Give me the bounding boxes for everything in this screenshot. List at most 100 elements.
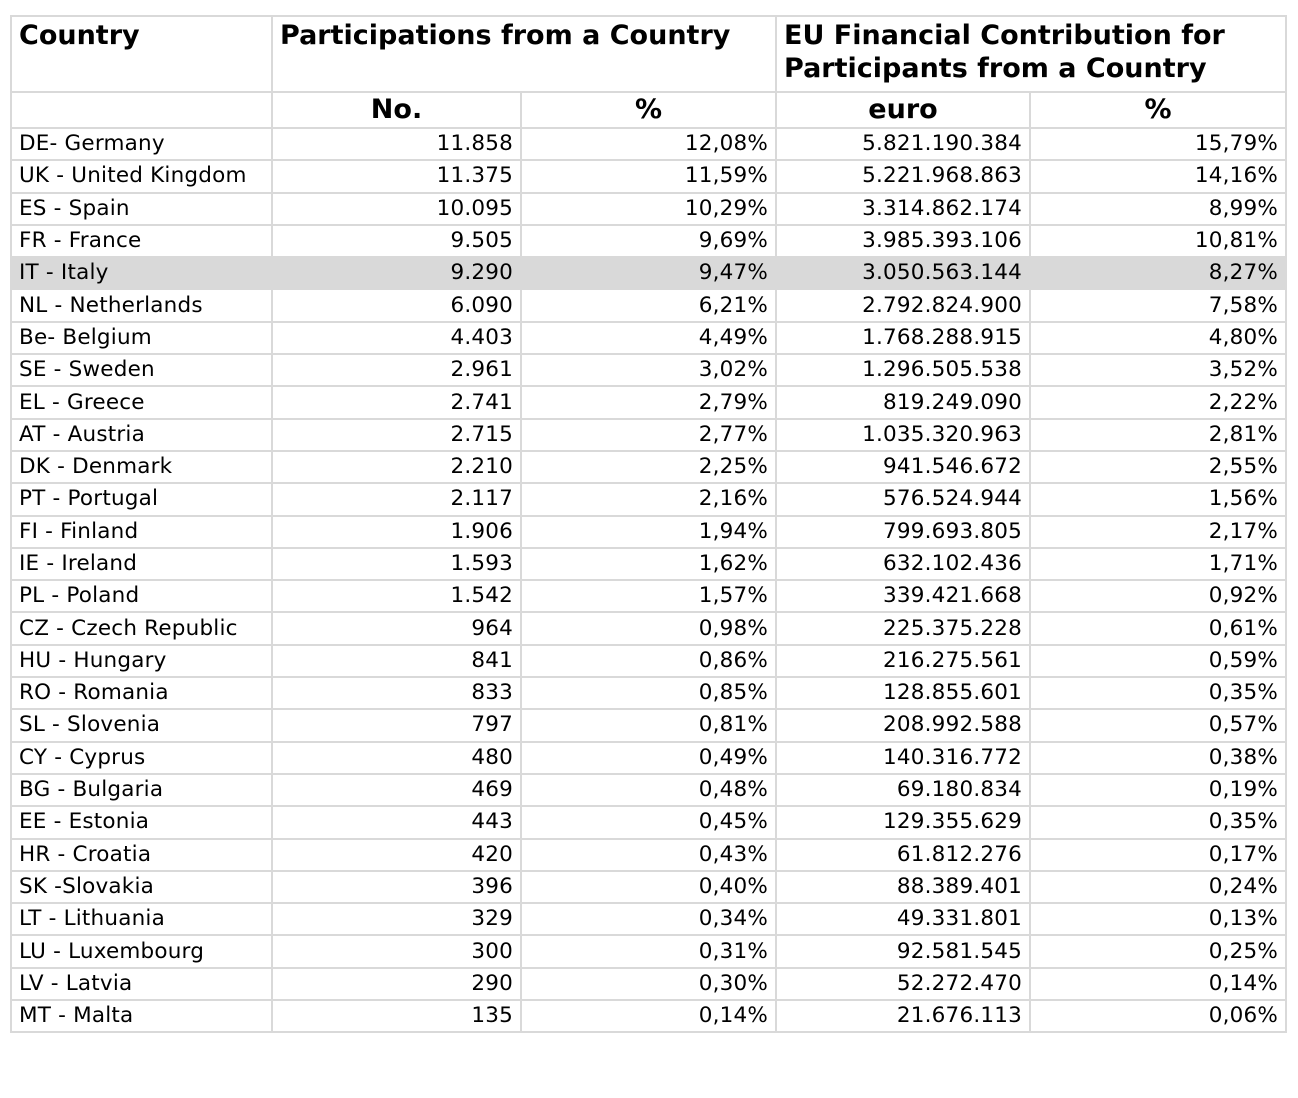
participations-pct-cell: 9,47% — [520, 256, 777, 291]
contribution-euro-cell: 61.812.276 — [775, 837, 1031, 872]
contribution-pct-cell: 0,17% — [1029, 837, 1287, 872]
contribution-euro-cell: 128.855.601 — [775, 676, 1031, 711]
participations-no-cell: 2.741 — [271, 385, 522, 420]
contribution-euro-cell: 88.389.401 — [775, 869, 1031, 905]
participations-no-cell: 964 — [271, 611, 522, 646]
table-row: AT - Austria 2.715 2,77% 1.035.320.963 2,81% — [10, 417, 1287, 452]
participations-pct-cell: 0,40% — [520, 869, 777, 905]
header-empty — [10, 91, 273, 129]
country-cell: HR - Croatia — [10, 837, 273, 872]
contribution-euro-cell: 129.355.629 — [775, 805, 1031, 840]
contribution-pct-cell: 1,71% — [1029, 546, 1287, 582]
participations-no-cell: 797 — [271, 708, 522, 743]
country-cell: HU - Hungary — [10, 643, 273, 679]
table-row: SK -Slovakia 396 0,40% 88.389.401 0,24% — [10, 869, 1287, 905]
country-cell: FR - France — [10, 223, 273, 259]
participations-pct-cell: 10,29% — [520, 191, 777, 226]
header-country: Country — [10, 15, 273, 93]
participations-pct-cell: 2,25% — [520, 449, 777, 485]
country-cell: FI - Finland — [10, 514, 273, 549]
participations-no-cell: 1.542 — [271, 579, 522, 614]
participations-no-cell: 9.505 — [271, 223, 522, 259]
country-cell: SE - Sweden — [10, 353, 273, 388]
table-row: PL - Poland 1.542 1,57% 339.421.668 0,92% — [10, 579, 1287, 614]
country-cell: CY - Cyprus — [10, 740, 273, 775]
contribution-pct-cell: 0,57% — [1029, 708, 1287, 743]
contribution-pct-cell: 8,99% — [1029, 191, 1287, 226]
country-cell: MT - Malta — [10, 999, 273, 1034]
participations-pct-cell: 1,94% — [520, 514, 777, 549]
contribution-euro-cell: 576.524.944 — [775, 482, 1031, 517]
contribution-pct-cell: 0,59% — [1029, 643, 1287, 679]
table-row: HU - Hungary 841 0,86% 216.275.561 0,59% — [10, 643, 1287, 679]
table-row: IT - Italy 9.290 9,47% 3.050.563.144 8,27% — [10, 256, 1287, 291]
table-row: LU - Luxembourg 300 0,31% 92.581.545 0,25% — [10, 934, 1287, 969]
contribution-pct-cell: 0,24% — [1029, 869, 1287, 905]
country-cell: IT - Italy — [10, 256, 273, 291]
participations-pct-cell: 12,08% — [520, 126, 777, 162]
contribution-euro-cell: 5.221.968.863 — [775, 159, 1031, 194]
contribution-pct-cell: 2,55% — [1029, 449, 1287, 485]
participations-pct-cell: 3,02% — [520, 353, 777, 388]
participations-pct-cell: 0,45% — [520, 805, 777, 840]
contribution-pct-cell: 0,25% — [1029, 934, 1287, 969]
table-row: BG - Bulgaria 469 0,48% 69.180.834 0,19% — [10, 772, 1287, 808]
header-euro: euro — [775, 91, 1031, 129]
participations-no-cell: 469 — [271, 772, 522, 808]
participations-pct-cell: 0,49% — [520, 740, 777, 775]
table-row: CY - Cyprus 480 0,49% 140.316.772 0,38% — [10, 740, 1287, 775]
participations-no-cell: 841 — [271, 643, 522, 679]
country-cell: Be- Belgium — [10, 320, 273, 356]
country-cell: RO - Romania — [10, 676, 273, 711]
table-row: PT - Portugal 2.117 2,16% 576.524.944 1,56% — [10, 482, 1287, 517]
participations-pct-cell: 0,86% — [520, 643, 777, 679]
contribution-pct-cell: 2,17% — [1029, 514, 1287, 549]
participations-no-cell: 9.290 — [271, 256, 522, 291]
participations-no-cell: 10.095 — [271, 191, 522, 226]
contribution-pct-cell: 8,27% — [1029, 256, 1287, 291]
contribution-euro-cell: 52.272.470 — [775, 966, 1031, 1002]
contribution-euro-cell: 819.249.090 — [775, 385, 1031, 420]
participations-no-cell: 833 — [271, 676, 522, 711]
country-cell: PT - Portugal — [10, 482, 273, 517]
header-row-sub: No. % euro % — [10, 91, 1287, 129]
country-cell: IE - Ireland — [10, 546, 273, 582]
participations-no-cell: 135 — [271, 999, 522, 1034]
country-participation-table: Country Participations from a Country EU… — [10, 15, 1287, 1034]
participations-no-cell: 2.117 — [271, 482, 522, 517]
participations-pct-cell: 9,69% — [520, 223, 777, 259]
country-cell: DE- Germany — [10, 126, 273, 162]
participations-no-cell: 1.593 — [271, 546, 522, 582]
table-row: MT - Malta 135 0,14% 21.676.113 0,06% — [10, 999, 1287, 1034]
contribution-euro-cell: 225.375.228 — [775, 611, 1031, 646]
country-cell: LU - Luxembourg — [10, 934, 273, 969]
table-row: EE - Estonia 443 0,45% 129.355.629 0,35% — [10, 805, 1287, 840]
country-cell: EL - Greece — [10, 385, 273, 420]
country-cell: PL - Poland — [10, 579, 273, 614]
contribution-pct-cell: 0,92% — [1029, 579, 1287, 614]
table-row: SL - Slovenia 797 0,81% 208.992.588 0,57% — [10, 708, 1287, 743]
table-row: FI - Finland 1.906 1,94% 799.693.805 2,17% — [10, 514, 1287, 549]
participations-no-cell: 11.375 — [271, 159, 522, 194]
table-row: Be- Belgium 4.403 4,49% 1.768.288.915 4,80% — [10, 320, 1287, 356]
participations-pct-cell: 1,57% — [520, 579, 777, 614]
contribution-euro-cell: 1.768.288.915 — [775, 320, 1031, 356]
participations-no-cell: 329 — [271, 902, 522, 937]
country-cell: BG - Bulgaria — [10, 772, 273, 808]
participations-no-cell: 2.210 — [271, 449, 522, 485]
contribution-pct-cell: 2,81% — [1029, 417, 1287, 452]
participations-pct-cell: 0,85% — [520, 676, 777, 711]
participations-pct-cell: 0,81% — [520, 708, 777, 743]
contribution-pct-cell: 0,35% — [1029, 805, 1287, 840]
participations-no-cell: 11.858 — [271, 126, 522, 162]
table-row: CZ - Czech Republic 964 0,98% 225.375.228 0,… — [10, 611, 1287, 646]
contribution-pct-cell: 1,56% — [1029, 482, 1287, 517]
table-row: IE - Ireland 1.593 1,62% 632.102.436 1,71% — [10, 546, 1287, 582]
contribution-euro-cell: 92.581.545 — [775, 934, 1031, 969]
header-contribution: EU Financial Contribution for Participan… — [775, 15, 1287, 93]
contribution-euro-cell: 1.035.320.963 — [775, 417, 1031, 452]
country-cell: EE - Estonia — [10, 805, 273, 840]
participations-no-cell: 290 — [271, 966, 522, 1002]
participations-pct-cell: 0,31% — [520, 934, 777, 969]
participations-no-cell: 2.961 — [271, 353, 522, 388]
